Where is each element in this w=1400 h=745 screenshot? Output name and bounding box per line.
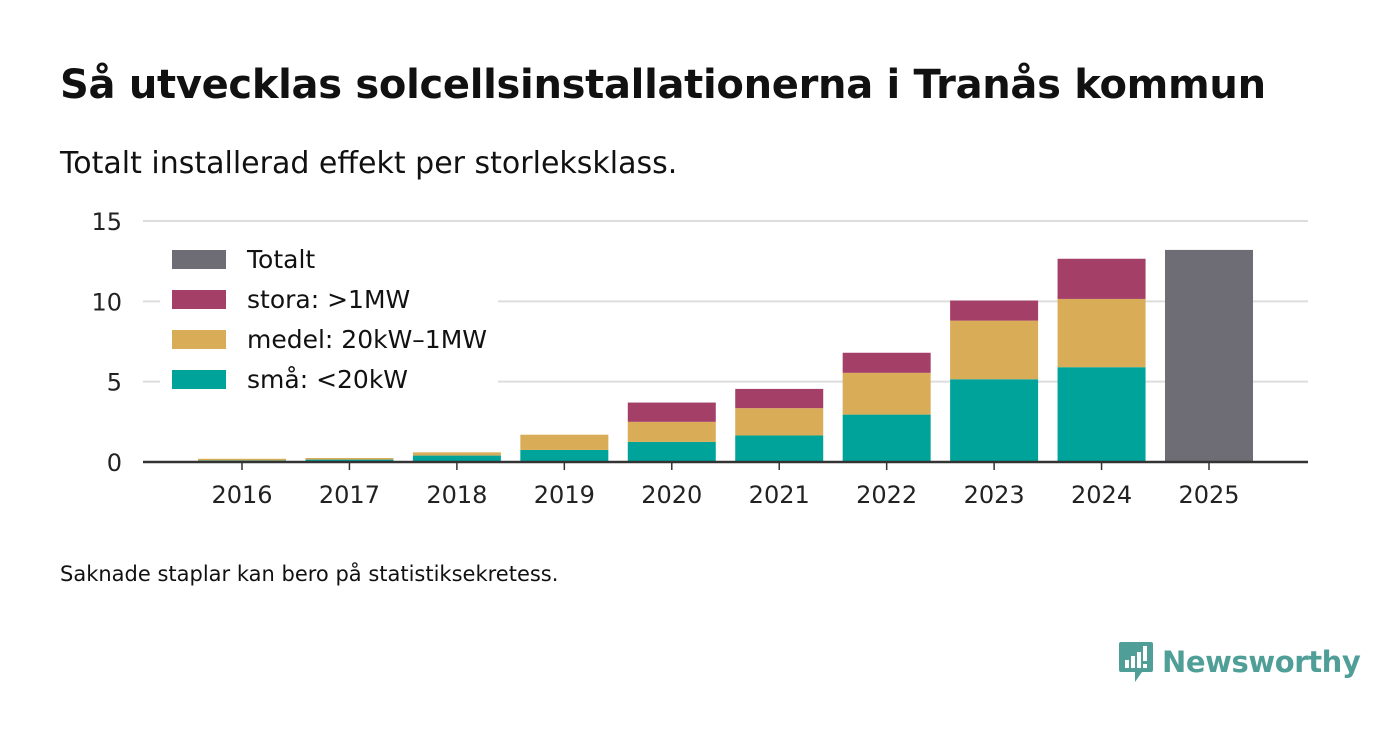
- bar-medel-2024: [1057, 298, 1146, 368]
- bars: [198, 249, 1253, 462]
- legend-label-medel: medel: 20kW–1MW: [247, 325, 487, 354]
- chart-subtitle: Totalt installerad effekt per storlekskl…: [60, 146, 678, 181]
- legend-label-sma: små: <20kW: [247, 365, 408, 394]
- bar-stora-2023: [950, 300, 1039, 321]
- x-tick-label: 2020: [641, 481, 702, 509]
- legend-swatch-medel: [172, 330, 226, 349]
- bar-totalt-2025: [1165, 249, 1253, 462]
- y-tick-label: 10: [91, 288, 122, 316]
- bar-sma-2018: [412, 455, 501, 462]
- brand-logo: Newsworthy: [1118, 640, 1361, 684]
- legend: Totalt stora: >1MW medel: 20kW–1MW små: <20…: [160, 240, 498, 400]
- y-tick-label: 15: [91, 208, 122, 236]
- x-tick-label: 2018: [426, 481, 487, 509]
- legend-label-stora: stora: >1MW: [247, 285, 410, 314]
- legend-label-totalt: Totalt: [246, 245, 315, 274]
- x-tick-label: 2017: [319, 481, 380, 509]
- bar-stora-2021: [735, 388, 824, 409]
- legend-swatch-stora: [172, 290, 226, 309]
- x-tick-label: 2025: [1178, 481, 1239, 509]
- bar-medel-2021: [735, 408, 824, 436]
- bar-sma-2020: [627, 441, 716, 462]
- chart-title: Så utvecklas solcellsinstallationerna i …: [60, 62, 1266, 108]
- footnote: Saknade staplar kan bero på statistiksek…: [60, 562, 559, 586]
- bar-medel-2019: [520, 434, 609, 450]
- bar-sma-2019: [520, 449, 609, 462]
- bar-stora-2022: [842, 352, 931, 373]
- bar-medel-2022: [842, 372, 931, 415]
- bar-stora-2024: [1057, 258, 1146, 299]
- bar-medel-2020: [627, 421, 716, 442]
- bar-sma-2022: [842, 414, 931, 462]
- newsworthy-logo-icon: [1119, 642, 1153, 682]
- y-tick-label: 5: [107, 369, 122, 397]
- x-tick-label: 2024: [1071, 481, 1132, 509]
- x-tick-label: 2016: [211, 481, 272, 509]
- legend-swatch-sma: [172, 370, 226, 389]
- y-tick-label: 0: [107, 449, 122, 477]
- axes: 0 5 10 15 2016 2017 2018 2019 2020 2021 2022 2023 20…: [91, 208, 1308, 509]
- legend-swatch-totalt: [172, 250, 226, 269]
- x-tick-label: 2023: [964, 481, 1025, 509]
- bar-medel-2017: [305, 457, 394, 460]
- bar-medel-2023: [950, 320, 1039, 380]
- x-tick-label: 2021: [749, 481, 810, 509]
- bar-sma-2023: [950, 379, 1039, 462]
- x-tick-label: 2022: [856, 481, 917, 509]
- bar-stora-2020: [627, 402, 716, 422]
- x-tick-label: 2019: [534, 481, 595, 509]
- bar-sma-2024: [1057, 367, 1146, 462]
- bar-medel-2018: [412, 452, 501, 456]
- bar-sma-2021: [735, 435, 824, 462]
- brand-name: Newsworthy: [1162, 645, 1361, 679]
- bar-medel-2016: [198, 458, 286, 461]
